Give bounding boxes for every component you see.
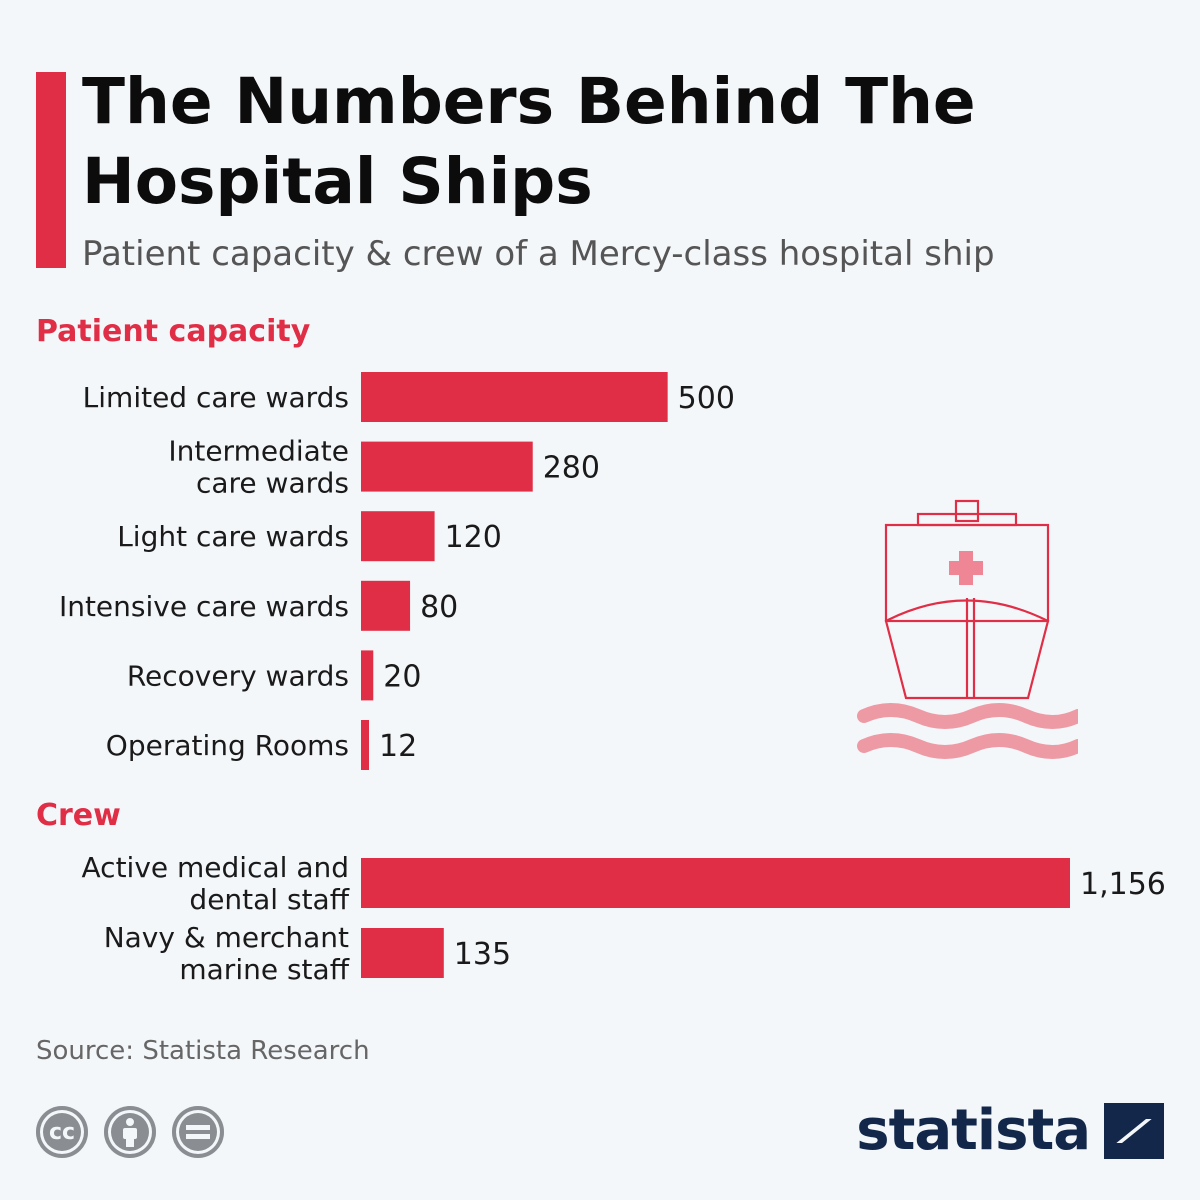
brand-name: statista (856, 1098, 1091, 1163)
hospital-ship-icon (857, 499, 1078, 759)
source-note: Source: Statista Research (36, 1036, 370, 1066)
category-label-1-0: Active medical and dental staff (82, 851, 350, 916)
section-label-patient-capacity: Patient capacity (36, 314, 311, 349)
category-label-0-2: Light care wards (117, 520, 349, 553)
page-title: The Numbers Behind The Hospital Ships (82, 65, 976, 218)
title-accent-bar (36, 72, 66, 268)
category-label-0-5: Operating Rooms (106, 729, 349, 762)
value-label-0-1: 280 (543, 451, 600, 486)
bar-0-3 (361, 580, 411, 631)
page-subtitle: Patient capacity & crew of a Mercy-class… (82, 234, 995, 274)
no-derivatives-icon[interactable] (172, 1106, 224, 1158)
value-label-0-5: 12 (379, 729, 417, 764)
value-label-0-0: 500 (678, 381, 735, 416)
category-label-0-3: Intensive care wards (59, 590, 349, 623)
bar-0-4 (361, 650, 374, 701)
value-label-1-0: 1,156 (1080, 867, 1166, 902)
value-label-1-1: 135 (454, 937, 511, 972)
bar-1-0 (361, 858, 1070, 908)
cc-icon[interactable]: cc (36, 1106, 88, 1158)
category-label-0-4: Recovery wards (127, 659, 349, 692)
category-label-0-1: Intermediate care wards (168, 435, 349, 500)
attribution-icon[interactable] (104, 1106, 156, 1158)
bar-1-1 (361, 928, 444, 978)
bar-0-5 (361, 720, 369, 770)
statista-mark-icon (1104, 1102, 1164, 1159)
value-label-0-3: 80 (420, 590, 458, 625)
statista-logo[interactable]: statista (856, 1098, 1164, 1163)
bar-0-0 (361, 372, 668, 422)
category-label-0-0: Limited care wards (83, 381, 349, 414)
value-label-0-2: 120 (445, 520, 502, 555)
bar-0-2 (361, 511, 435, 562)
bar-0-1 (361, 441, 533, 492)
section-label-crew: Crew (36, 798, 121, 833)
value-label-0-4: 20 (383, 659, 421, 694)
license-badges: cc (36, 1106, 224, 1158)
category-label-1-1: Navy & merchant marine staff (104, 921, 350, 986)
